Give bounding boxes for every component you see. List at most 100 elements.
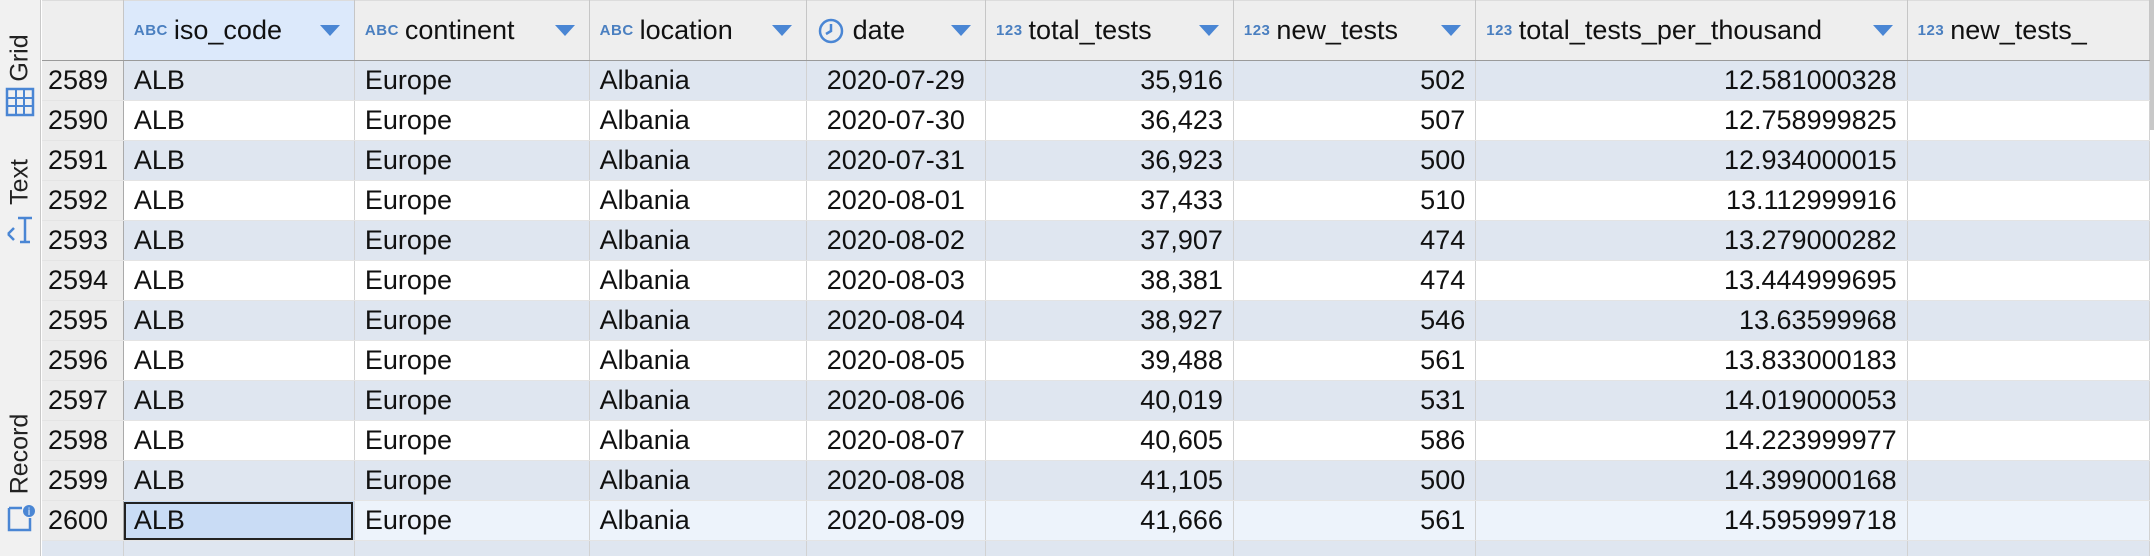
cell-total-tests[interactable]: 39,488: [985, 340, 1234, 381]
cell-date[interactable]: 2020-08-04: [806, 300, 987, 341]
cell-location[interactable]: Albania: [589, 260, 807, 301]
cell-total-tests-per-thousand[interactable]: 12.758999825: [1475, 100, 1908, 141]
cell-continent[interactable]: Europe: [354, 220, 590, 261]
column-header-total-tests[interactable]: 123 total_tests: [985, 0, 1234, 61]
cell-clipped[interactable]: [985, 540, 1234, 556]
cell-clipped[interactable]: [42, 540, 124, 556]
column-header-new-tests[interactable]: 123 new_tests: [1233, 0, 1477, 61]
cell-new-tests[interactable]: 561: [1233, 500, 1477, 541]
table-row[interactable]: 2591 ALB Europe Albania 2020-07-31 36,923 500 1…: [42, 140, 2150, 181]
cell-continent[interactable]: Europe: [354, 420, 590, 461]
cell-location[interactable]: Albania: [589, 220, 807, 261]
row-number[interactable]: 2593: [42, 220, 124, 261]
cell-continent[interactable]: Europe: [354, 300, 590, 341]
cell-iso-code[interactable]: ALB: [123, 420, 355, 461]
cell-location[interactable]: Albania: [589, 380, 807, 421]
row-number[interactable]: 2590: [42, 100, 124, 141]
results-grid[interactable]: ABC iso_code ABC continent ABC location: [42, 0, 2150, 556]
row-number-header[interactable]: [42, 0, 124, 61]
cell-new-tests[interactable]: 507: [1233, 100, 1477, 141]
cell-new-tests-per-thousand[interactable]: [1907, 420, 2150, 461]
sort-dropdown-icon[interactable]: [771, 25, 792, 36]
column-header-iso-code[interactable]: ABC iso_code: [123, 0, 355, 61]
cell-clipped[interactable]: [806, 540, 987, 556]
cell-clipped[interactable]: [354, 540, 590, 556]
cell-total-tests-per-thousand[interactable]: 13.63599968: [1475, 300, 1908, 341]
cell-total-tests[interactable]: 37,433: [985, 180, 1234, 221]
cell-new-tests[interactable]: 474: [1233, 260, 1477, 301]
table-row[interactable]: 2599 ALB Europe Albania 2020-08-08 41,105 500 1…: [42, 460, 2150, 501]
row-number[interactable]: 2594: [42, 260, 124, 301]
cell-iso-code[interactable]: ALB: [123, 100, 355, 141]
cell-iso-code[interactable]: ALB: [123, 300, 355, 341]
row-number[interactable]: 2596: [42, 340, 124, 381]
table-row[interactable]: 2589 ALB Europe Albania 2020-07-29 35,916 502 1…: [42, 60, 2150, 101]
cell-iso-code[interactable]: ALB: [123, 180, 355, 221]
cell-location[interactable]: Albania: [589, 500, 807, 541]
cell-continent[interactable]: Europe: [354, 180, 590, 221]
cell-new-tests-per-thousand[interactable]: [1907, 380, 2150, 421]
row-number[interactable]: 2595: [42, 300, 124, 341]
row-number[interactable]: 2592: [42, 180, 124, 221]
cell-location[interactable]: Albania: [589, 140, 807, 181]
sort-dropdown-icon[interactable]: [951, 25, 972, 36]
sort-dropdown-icon[interactable]: [1441, 25, 1462, 36]
column-header-continent[interactable]: ABC continent: [354, 0, 590, 61]
cell-iso-code[interactable]: ALB: [123, 500, 355, 541]
cell-total-tests-per-thousand[interactable]: 13.279000282: [1475, 220, 1908, 261]
sort-dropdown-icon[interactable]: [319, 25, 340, 36]
cell-new-tests-per-thousand[interactable]: [1907, 260, 2150, 301]
cell-date[interactable]: 2020-08-03: [806, 260, 987, 301]
table-row[interactable]: 2600 ALB Europe Albania 2020-08-09 41,666 561 1…: [42, 500, 2150, 541]
table-row-partial[interactable]: [42, 540, 2150, 556]
cell-location[interactable]: Albania: [589, 300, 807, 341]
cell-date[interactable]: 2020-08-02: [806, 220, 987, 261]
vertical-scrollbar[interactable]: [2150, 0, 2154, 130]
cell-continent[interactable]: Europe: [354, 500, 590, 541]
table-row[interactable]: 2590 ALB Europe Albania 2020-07-30 36,423 507 1…: [42, 100, 2150, 141]
cell-continent[interactable]: Europe: [354, 380, 590, 421]
cell-total-tests-per-thousand[interactable]: 14.019000053: [1475, 380, 1908, 421]
cell-total-tests[interactable]: 36,923: [985, 140, 1234, 181]
cell-new-tests-per-thousand[interactable]: [1907, 300, 2150, 341]
cell-iso-code[interactable]: ALB: [123, 460, 355, 501]
cell-total-tests[interactable]: 40,019: [985, 380, 1234, 421]
cell-date[interactable]: 2020-07-31: [806, 140, 987, 181]
cell-new-tests[interactable]: 474: [1233, 220, 1477, 261]
cell-total-tests-per-thousand[interactable]: 13.833000183: [1475, 340, 1908, 381]
sort-dropdown-icon[interactable]: [1872, 25, 1893, 36]
cell-total-tests[interactable]: 40,605: [985, 420, 1234, 461]
grid-tab[interactable]: Grid: [0, 0, 40, 122]
row-number[interactable]: 2597: [42, 380, 124, 421]
cell-iso-code[interactable]: ALB: [123, 140, 355, 181]
table-row[interactable]: 2598 ALB Europe Albania 2020-08-07 40,605 586 1…: [42, 420, 2150, 461]
column-header-new-tests-truncated[interactable]: 123 new_tests_: [1907, 0, 2150, 61]
cell-location[interactable]: Albania: [589, 420, 807, 461]
cell-new-tests-per-thousand[interactable]: [1907, 460, 2150, 501]
cell-location[interactable]: Albania: [589, 460, 807, 501]
cell-total-tests[interactable]: 37,907: [985, 220, 1234, 261]
table-row[interactable]: 2596 ALB Europe Albania 2020-08-05 39,488 561 1…: [42, 340, 2150, 381]
cell-iso-code[interactable]: ALB: [123, 60, 355, 101]
sort-dropdown-icon[interactable]: [554, 25, 575, 36]
table-row[interactable]: 2597 ALB Europe Albania 2020-08-06 40,019 531 1…: [42, 380, 2150, 421]
cell-total-tests-per-thousand[interactable]: 12.581000328: [1475, 60, 1908, 101]
cell-clipped[interactable]: [1233, 540, 1477, 556]
cell-new-tests[interactable]: 500: [1233, 140, 1477, 181]
cell-continent[interactable]: Europe: [354, 340, 590, 381]
cell-date[interactable]: 2020-08-08: [806, 460, 987, 501]
column-header-total-tests-per-thousand[interactable]: 123 total_tests_per_thousand: [1475, 0, 1908, 61]
cell-new-tests-per-thousand[interactable]: [1907, 140, 2150, 181]
cell-continent[interactable]: Europe: [354, 140, 590, 181]
cell-location[interactable]: Albania: [589, 60, 807, 101]
sort-dropdown-icon[interactable]: [1198, 25, 1219, 36]
cell-total-tests-per-thousand[interactable]: 14.399000168: [1475, 460, 1908, 501]
cell-new-tests-per-thousand[interactable]: [1907, 100, 2150, 141]
cell-total-tests[interactable]: 38,927: [985, 300, 1234, 341]
cell-new-tests-per-thousand[interactable]: [1907, 180, 2150, 221]
row-number[interactable]: 2591: [42, 140, 124, 181]
cell-clipped[interactable]: [589, 540, 807, 556]
cell-total-tests-per-thousand[interactable]: 13.112999916: [1475, 180, 1908, 221]
cell-date[interactable]: 2020-08-09: [806, 500, 987, 541]
row-number[interactable]: 2600: [42, 500, 124, 541]
